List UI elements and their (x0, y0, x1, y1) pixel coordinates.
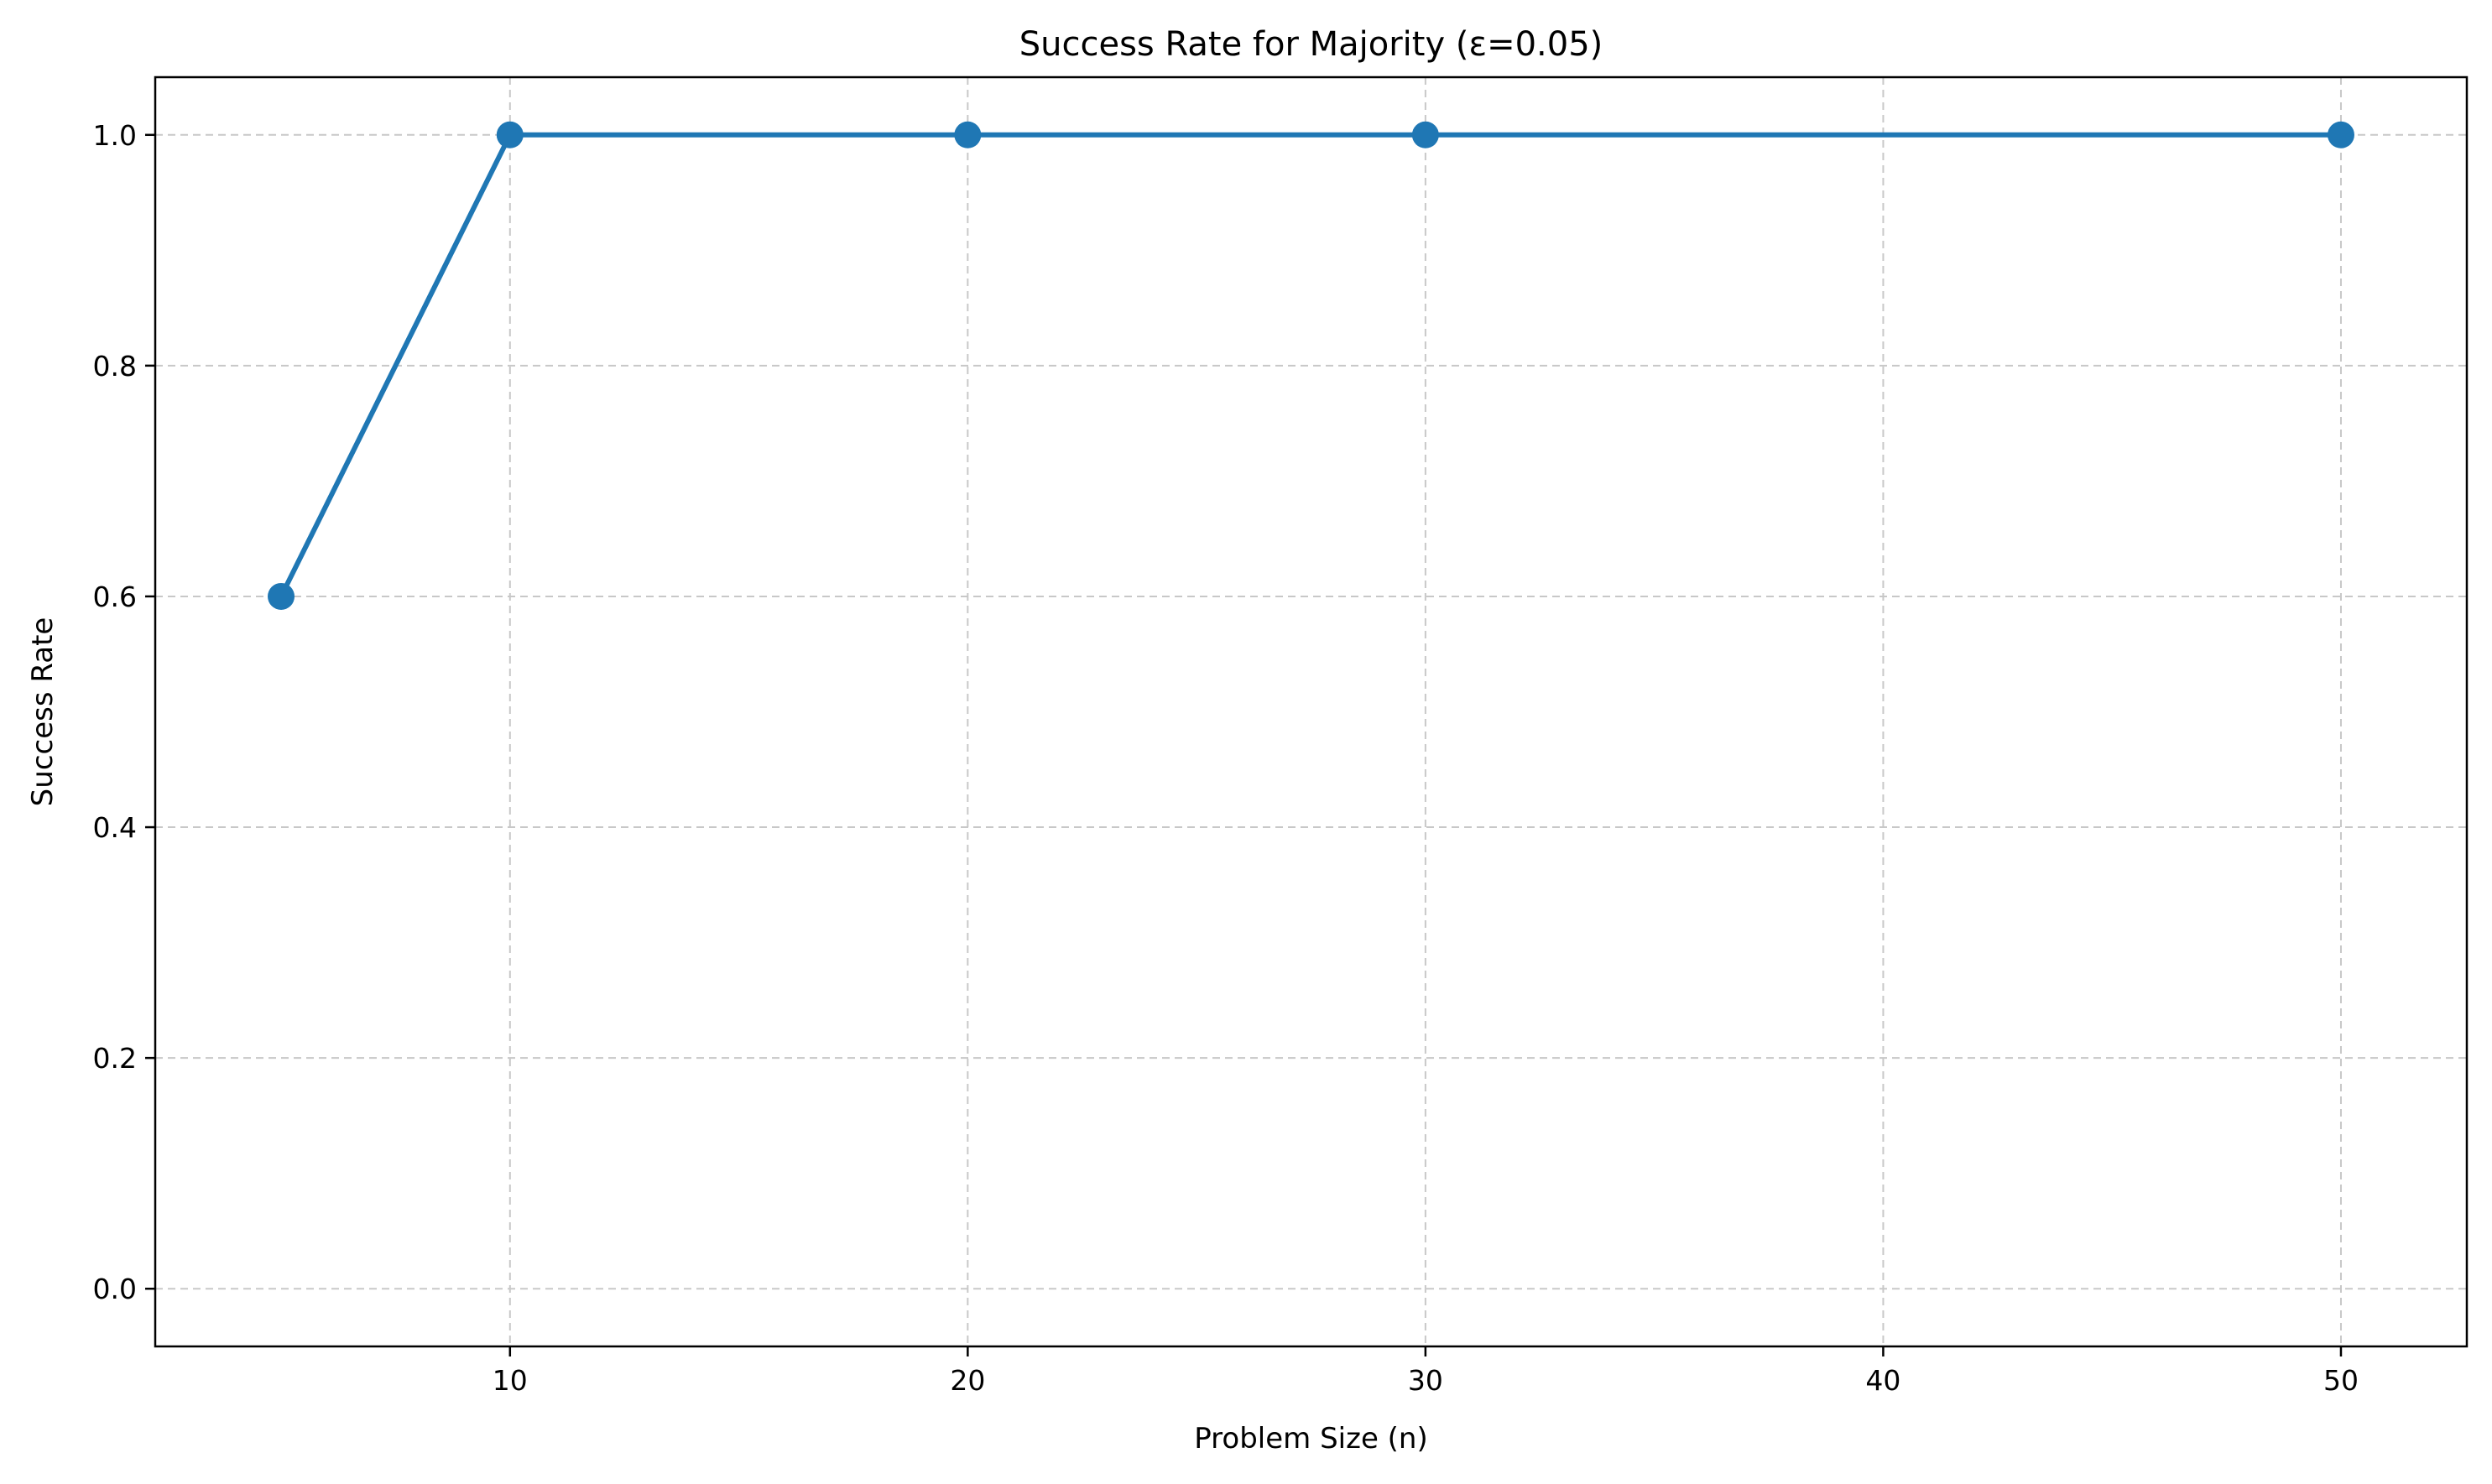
data-point (1411, 121, 1439, 148)
x-tick-label: 10 (493, 1364, 528, 1397)
y-tick-label: 1.0 (93, 119, 137, 152)
y-tick-label: 0.8 (93, 350, 137, 383)
chart-title: Success Rate for Majority (ε=0.05) (1019, 25, 1603, 64)
data-point (268, 582, 295, 610)
plot-frame (154, 76, 2469, 1348)
y-axis-label: Success Rate (26, 617, 60, 807)
x-axis-label: Problem Size (n) (1194, 1422, 1428, 1455)
y-tick-label: 0.6 (93, 581, 137, 613)
x-tick-label: 20 (950, 1364, 985, 1397)
x-tick-label: 30 (1408, 1364, 1443, 1397)
x-tick-label: 50 (2323, 1364, 2359, 1397)
data-point (496, 121, 524, 148)
data-point (954, 121, 982, 148)
y-tick-label: 0.0 (93, 1273, 137, 1305)
y-tick-label: 0.4 (93, 811, 137, 844)
data-point (2327, 121, 2354, 148)
y-tick-label: 0.2 (93, 1042, 137, 1075)
tick-layer: 10 20 30 40 50 0.0 0.2 0.4 0.6 0.8 1.0 (93, 119, 2359, 1397)
series-layer (268, 121, 2354, 610)
x-tick-label: 40 (1865, 1364, 1900, 1397)
